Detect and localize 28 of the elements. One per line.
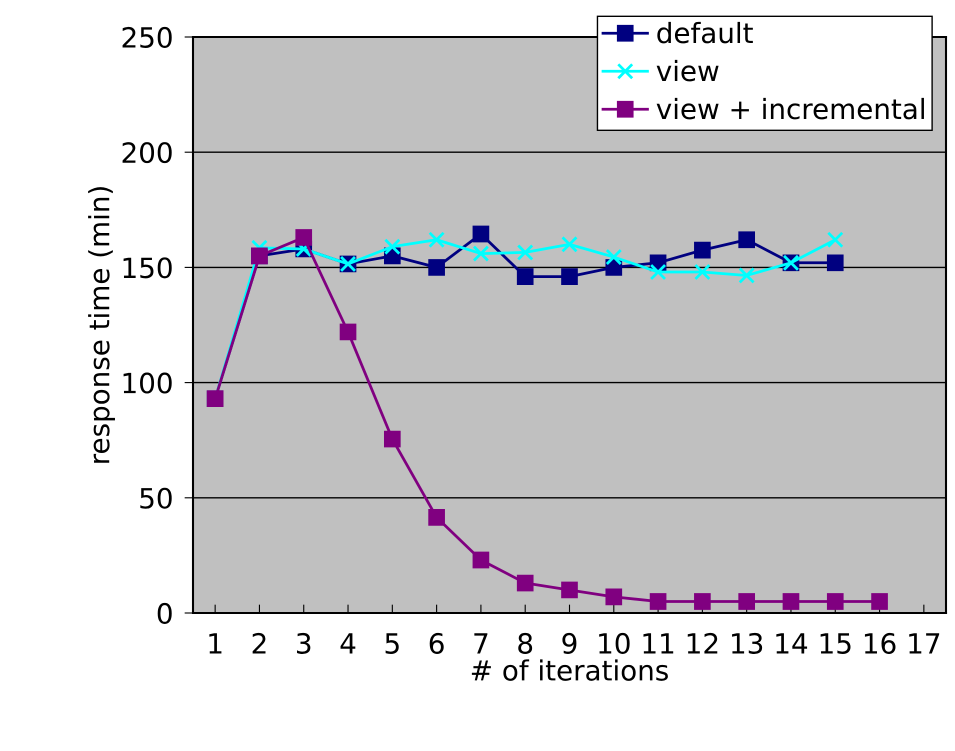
x-tick-label: 12 (688, 632, 718, 654)
legend-label: default (657, 22, 753, 44)
y-axis-title: response time (min) (88, 187, 115, 463)
x-tick-label: 10 (599, 632, 630, 654)
y-tick-label: 100 (124, 372, 172, 394)
y-tick-label: 150 (124, 257, 172, 278)
x-tick-label: 11 (643, 633, 674, 654)
x-tick-label: 6 (430, 632, 444, 654)
x-tick-label: 15 (820, 633, 851, 654)
x-tick-label: 7 (474, 633, 488, 654)
x-tick-label: 8 (518, 632, 532, 654)
x-axis-title: # of iterations (472, 659, 668, 681)
y-tick-label: 50 (140, 488, 172, 509)
y-tick-label: 200 (122, 142, 172, 164)
legend-label: view + incremental (656, 98, 924, 120)
x-tick-label: 14 (776, 633, 808, 654)
x-tick-label: 16 (864, 632, 896, 654)
x-tick-label: 13 (732, 632, 762, 654)
x-tick-label: 2 (252, 632, 266, 654)
x-tick-label: 9 (562, 632, 576, 654)
y-tick-label: 250 (122, 26, 172, 48)
y-tick-label: 0 (158, 602, 172, 624)
x-tick-label: 4 (340, 633, 356, 654)
x-tick-label: 3 (297, 632, 310, 654)
x-tick-label: 17 (909, 633, 940, 654)
x-tick-label: 1 (209, 633, 222, 654)
legend-label: view (656, 60, 719, 82)
x-tick-label: 5 (386, 633, 399, 654)
